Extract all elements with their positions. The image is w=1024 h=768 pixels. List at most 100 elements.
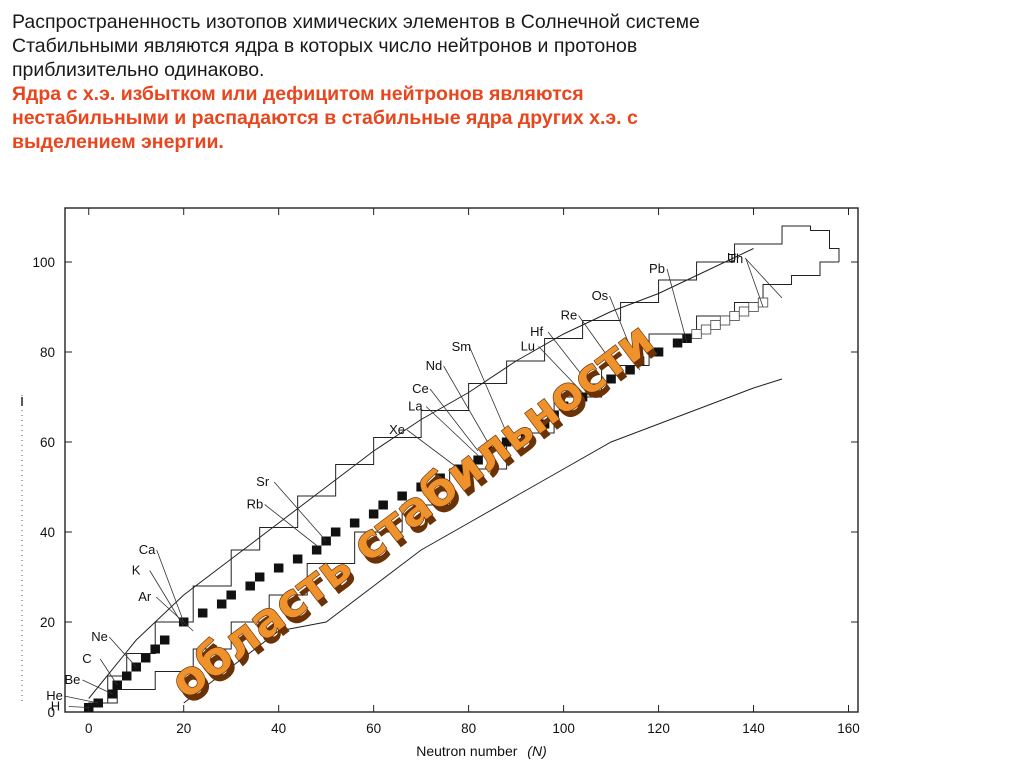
stable-cell — [292, 554, 303, 564]
label-leader-line — [68, 706, 89, 708]
plot-border — [64, 207, 859, 713]
stable-cell — [197, 608, 208, 618]
unstable-cell — [710, 320, 721, 330]
element-label-u: U — [727, 250, 736, 265]
x-axis-label-paren: ( — [527, 743, 533, 759]
stability-overlay-text: область стабильности — [160, 311, 663, 709]
plot-frame — [21, 207, 859, 713]
stable-cell — [121, 671, 132, 681]
label-leader-line — [443, 365, 488, 443]
label-leader-line — [108, 636, 137, 668]
label-leader-line — [273, 481, 327, 542]
label-leader-line — [425, 406, 479, 456]
element-label-h: H — [51, 699, 60, 714]
stable-cell — [349, 518, 360, 528]
unstable-cell — [691, 329, 702, 339]
label-leader-line — [82, 679, 113, 695]
x-tick-label: 20 — [176, 721, 191, 736]
x-axis-label: Neutron number (N) — [416, 743, 547, 759]
x-tick-label: 120 — [647, 721, 670, 736]
label-leader-line — [666, 268, 688, 344]
y-tick-label: 80 — [40, 345, 55, 360]
header-red-line-1: Ядра с х.э. избытком или дефицитом нейтр… — [12, 83, 584, 105]
unstable-cell — [719, 315, 731, 326]
label-leader-line — [156, 549, 185, 623]
x-axis-label-paren-close: ) — [540, 743, 547, 759]
stable-cell — [378, 500, 388, 510]
element-label-c: C — [82, 651, 91, 666]
stable-cell — [634, 356, 645, 366]
y-tick-label: 20 — [40, 615, 55, 630]
label-leader-line — [578, 315, 621, 375]
stable-cell — [606, 374, 616, 384]
x-tick-label: 80 — [461, 721, 476, 736]
label-leader-line — [149, 570, 185, 627]
label-leader-line — [538, 346, 583, 393]
stable-cell — [140, 653, 151, 663]
y-tick-label: 0 — [47, 705, 55, 720]
outer-upper-line — [88, 248, 754, 699]
unstable-cell — [729, 311, 740, 321]
label-leader-line — [469, 346, 507, 434]
header-line-2: Стабильными являются ядра в которых числ… — [12, 35, 638, 57]
label-leader-line — [406, 429, 460, 470]
header-text: Распространенность изотопов химических э… — [12, 10, 1012, 154]
unstable-cell — [748, 302, 759, 312]
element-label-th: Th — [728, 251, 743, 266]
element-label-pb: Pb — [649, 261, 665, 276]
unstable-cell — [757, 297, 769, 308]
stable-cell — [682, 334, 692, 343]
element-label-nd: Nd — [426, 358, 443, 373]
element-label-re: Re — [561, 308, 578, 323]
stable-cell — [368, 509, 379, 519]
label-leader-line — [744, 257, 783, 299]
x-tick-label: 100 — [552, 721, 575, 736]
stable-cell — [254, 572, 265, 582]
element-label-hf: Hf — [530, 324, 543, 339]
stable-cell — [435, 473, 445, 483]
element-label-sr: Sr — [256, 474, 270, 489]
label-leader-line — [64, 695, 99, 704]
header-line-3: приблизительно одинаково. — [12, 59, 265, 81]
label-leader-line — [99, 658, 118, 686]
element-label-xe: Xe — [389, 422, 405, 437]
element-label-ce: Ce — [412, 381, 429, 396]
known-region-upper-edge — [88, 225, 840, 704]
y-tick-label: 40 — [40, 525, 55, 540]
stable-cell — [245, 581, 255, 591]
unstable-cell — [700, 324, 712, 335]
header-line-1: Распространенность изотопов химических э… — [12, 11, 700, 33]
element-label-la: La — [408, 399, 423, 414]
stable-cell — [549, 410, 559, 420]
label-leader-line — [264, 504, 317, 546]
x-axis-label-symbol: N — [532, 743, 543, 759]
stable-cell — [653, 347, 664, 357]
outer-lower-line — [183, 378, 783, 704]
element-label-ne: Ne — [91, 629, 108, 644]
element-label-he: He — [46, 688, 63, 703]
element-label-be: Be — [64, 672, 80, 687]
element-label-os: Os — [592, 288, 609, 303]
x-axis-label-text: Neutron number — [416, 743, 518, 759]
stable-cell — [625, 365, 635, 375]
element-label-rb: Rb — [247, 497, 264, 512]
x-tick-label: 40 — [271, 721, 286, 736]
header-red-line-3: выделением энергии. — [12, 131, 224, 153]
element-label-ar: Ar — [138, 589, 152, 604]
label-leader-line — [745, 258, 764, 308]
y-tick-label: 100 — [32, 255, 55, 270]
stable-cell — [216, 599, 227, 609]
label-leader-line — [155, 596, 194, 632]
stable-cell — [273, 563, 284, 573]
label-leader-line — [547, 331, 593, 389]
stable-cell — [311, 545, 322, 555]
x-tick-label: 0 — [85, 721, 93, 736]
stable-cell — [501, 437, 512, 447]
stable-cell — [159, 635, 170, 645]
stable-cell — [520, 428, 531, 438]
stable-cell — [539, 419, 550, 429]
header-red-line-2: нестабильными и распадаются в стабильные… — [12, 107, 638, 129]
stable-cell — [397, 491, 407, 501]
